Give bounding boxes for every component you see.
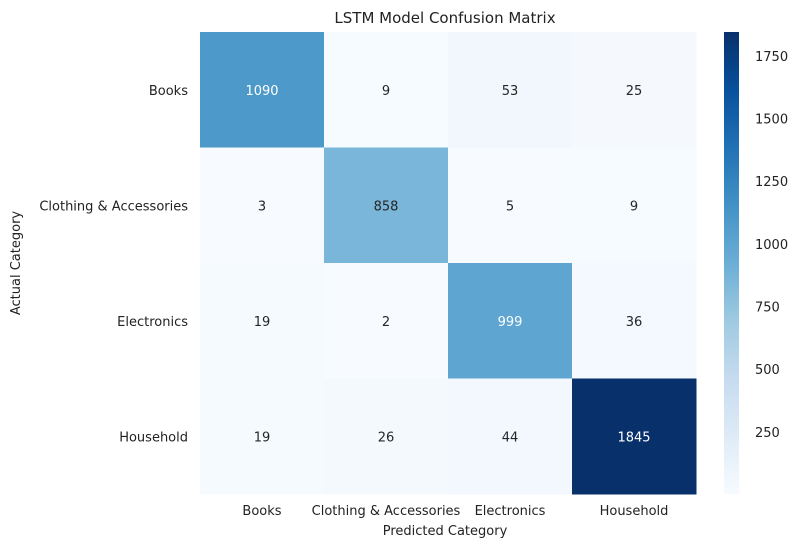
heatmap-cell-value: 9 — [382, 84, 390, 99]
colorbar-tick-label: 1500 — [755, 112, 788, 127]
heatmap-cell — [572, 32, 697, 148]
heatmap-cell-value: 1845 — [617, 430, 650, 445]
colorbar-tick-label: 1250 — [755, 175, 788, 190]
heatmap-cell-value: 858 — [374, 199, 399, 214]
heatmap-cell-value: 44 — [502, 430, 519, 445]
x-tick-label: Clothing & Accessories — [312, 504, 461, 519]
heatmap-cell — [448, 32, 573, 148]
colorbar-tick-label: 1000 — [755, 238, 788, 253]
heatmap-cell — [324, 263, 449, 379]
heatmap-cell — [324, 147, 449, 264]
heatmap-cell-value: 5 — [506, 199, 514, 214]
y-axis-label: Actual Category — [9, 211, 24, 316]
y-tick-label: Books — [149, 84, 188, 99]
x-axis-label: Predicted Category — [383, 524, 508, 539]
heatmap-cell — [572, 263, 697, 379]
x-tick-label: Books — [242, 504, 281, 519]
heatmap-cell — [200, 263, 325, 379]
y-tick-label: Electronics — [117, 315, 188, 330]
heatmap-cell — [324, 378, 449, 495]
x-tick-label: Electronics — [475, 504, 546, 519]
heatmap-cell — [572, 378, 697, 495]
colorbar — [724, 32, 739, 494]
heatmap-cell-value: 9 — [630, 199, 638, 214]
heatmap-cell-value: 26 — [378, 430, 395, 445]
heatmap-cell — [324, 32, 449, 148]
colorbar-tick-labels: 250 500 750 1000 1250 1500 1750 — [755, 50, 788, 441]
heatmap-cell-value: 3 — [258, 199, 266, 214]
heatmap-cell-value: 1090 — [245, 84, 278, 99]
heatmap-cell-value: 53 — [502, 84, 519, 99]
chart-title: LSTM Model Confusion Matrix — [334, 9, 555, 27]
heatmap-cell — [200, 147, 325, 264]
x-tick-label: Household — [600, 504, 669, 519]
heatmap-cell — [448, 378, 573, 495]
heatmap-cell — [200, 378, 325, 495]
heatmap-cell — [200, 32, 325, 148]
heatmap-cell-value: 19 — [254, 430, 271, 445]
heatmap-cell-value: 2 — [382, 315, 390, 330]
heatmap-cells — [200, 32, 697, 495]
colorbar-tick-label: 750 — [755, 300, 780, 315]
heatmap-cell — [572, 147, 697, 264]
colorbar-tick-label: 250 — [755, 426, 780, 441]
heatmap-cell — [448, 263, 573, 379]
heatmap-cell — [448, 147, 573, 264]
heatmap-cell-value: 999 — [498, 315, 523, 330]
heatmap-cell-value: 36 — [626, 315, 643, 330]
y-tick-label: Household — [119, 430, 188, 445]
heatmap-cell-value: 19 — [254, 315, 271, 330]
colorbar-tick-label: 1750 — [755, 50, 788, 65]
x-axis-tick-labels: Books Clothing & Accessories Electronics Ho… — [242, 504, 668, 519]
y-axis-tick-labels: Books Clothing & Accessories Electronics Ho… — [39, 84, 188, 446]
heatmap-cell-labels: 1090 9 53 25 3 858 5 9 19 2 999 36 19 26 44 1845 — [245, 84, 650, 446]
colorbar-tick-label: 500 — [755, 363, 780, 378]
y-tick-label: Clothing & Accessories — [39, 199, 188, 214]
heatmap-cell-value: 25 — [626, 84, 643, 99]
